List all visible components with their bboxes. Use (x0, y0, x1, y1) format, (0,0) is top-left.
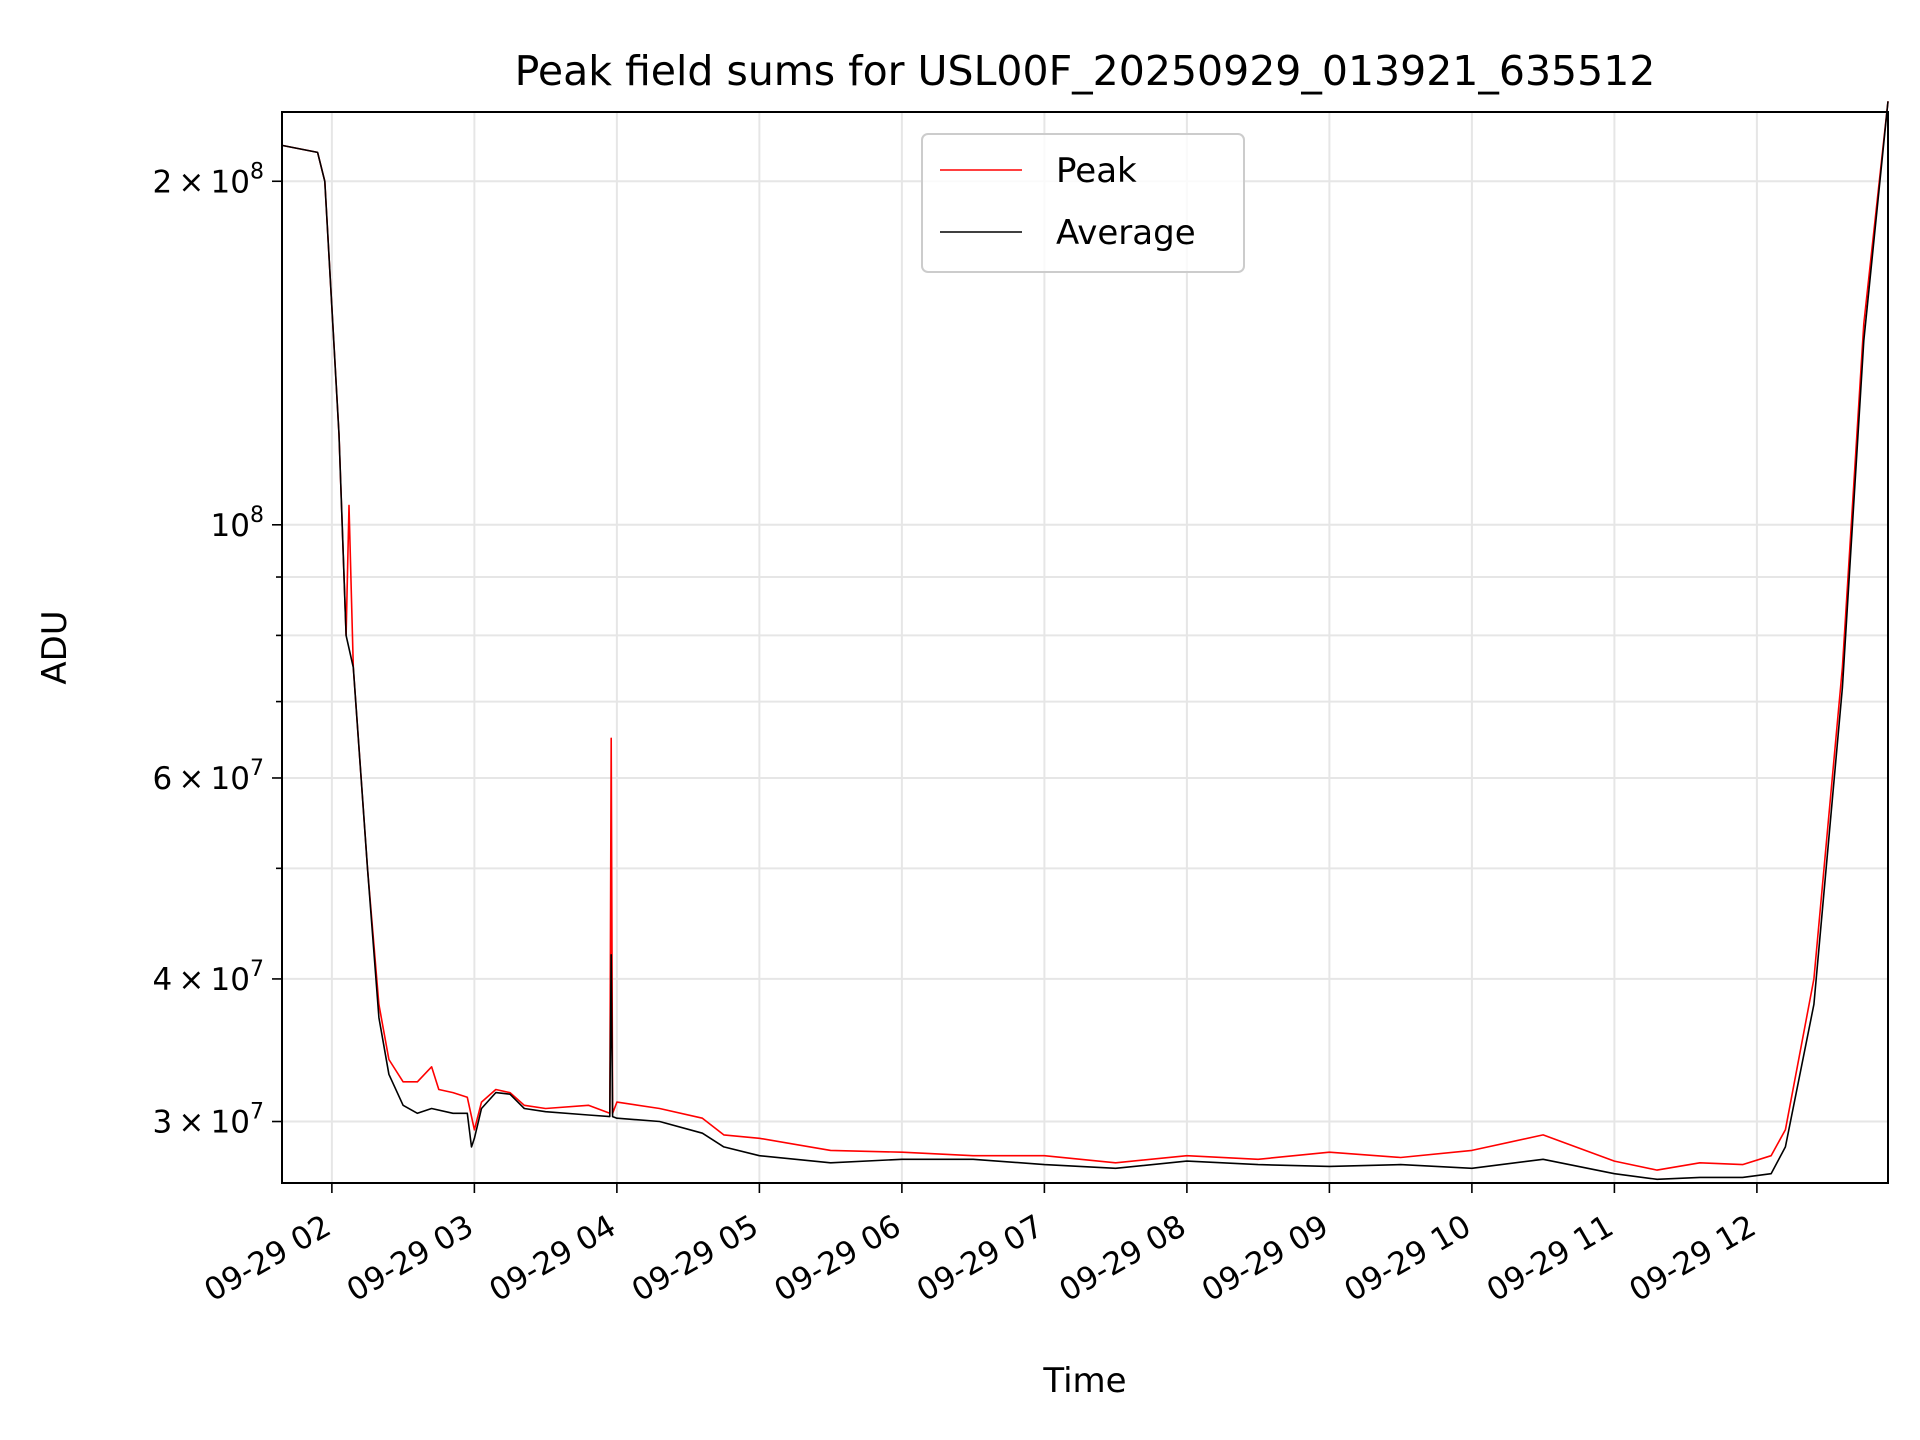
chart-title: Peak field sums for USL00F_20250929_0139… (515, 47, 1656, 95)
y-tick-label: 2 × 108 (152, 159, 264, 200)
series-line-peak (281, 101, 1889, 1171)
series-layer (281, 101, 1889, 1181)
grid (282, 112, 1888, 1183)
legend-label-peak: Peak (1056, 151, 1137, 191)
legend-label-average: Average (1056, 213, 1196, 253)
legend: Peak Average (921, 133, 1245, 273)
y-tick-label: 6 × 107 (152, 756, 264, 797)
y-tick-label: 4 × 107 (152, 957, 264, 998)
y-tick-label: 3 × 107 (152, 1100, 264, 1141)
y-tick-label: 108 (211, 503, 264, 544)
y-axis-label: ADU (35, 610, 75, 684)
legend-box (921, 133, 1245, 273)
series-line-average (281, 101, 1889, 1181)
x-axis-label: Time (1042, 1361, 1126, 1401)
plot-frame (281, 111, 1889, 1184)
